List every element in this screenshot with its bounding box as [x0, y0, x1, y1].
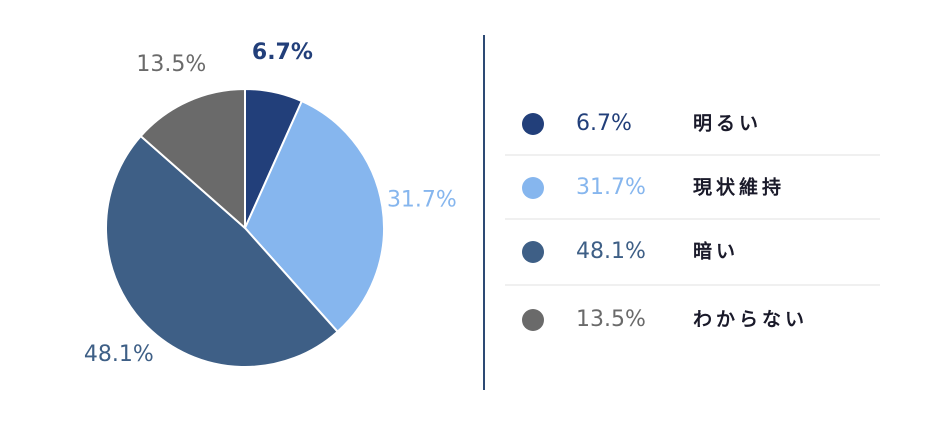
legend-value: 48.1% — [576, 239, 646, 264]
pie-slice — [243, 99, 385, 334]
slice-label: 13.5% — [136, 52, 206, 77]
legend-label: 明るい — [693, 113, 762, 135]
legend-label: 暗い — [693, 240, 739, 263]
legend-label: 現状維持 — [693, 176, 785, 199]
legend-value: 13.5% — [576, 307, 646, 332]
legend-marker — [522, 309, 544, 331]
legend-marker — [522, 113, 544, 135]
pie-slice — [105, 134, 339, 368]
slice-label: 48.1% — [84, 342, 154, 367]
slice-label: 31.7% — [387, 188, 457, 213]
legend-value: 6.7% — [576, 111, 632, 136]
slice-label: 6.7% — [252, 40, 313, 65]
legend-marker — [522, 177, 544, 199]
legend-marker — [522, 241, 544, 263]
legend-value: 31.7% — [576, 175, 646, 200]
legend-label: わからない — [693, 309, 808, 331]
pie-slice — [139, 87, 246, 231]
